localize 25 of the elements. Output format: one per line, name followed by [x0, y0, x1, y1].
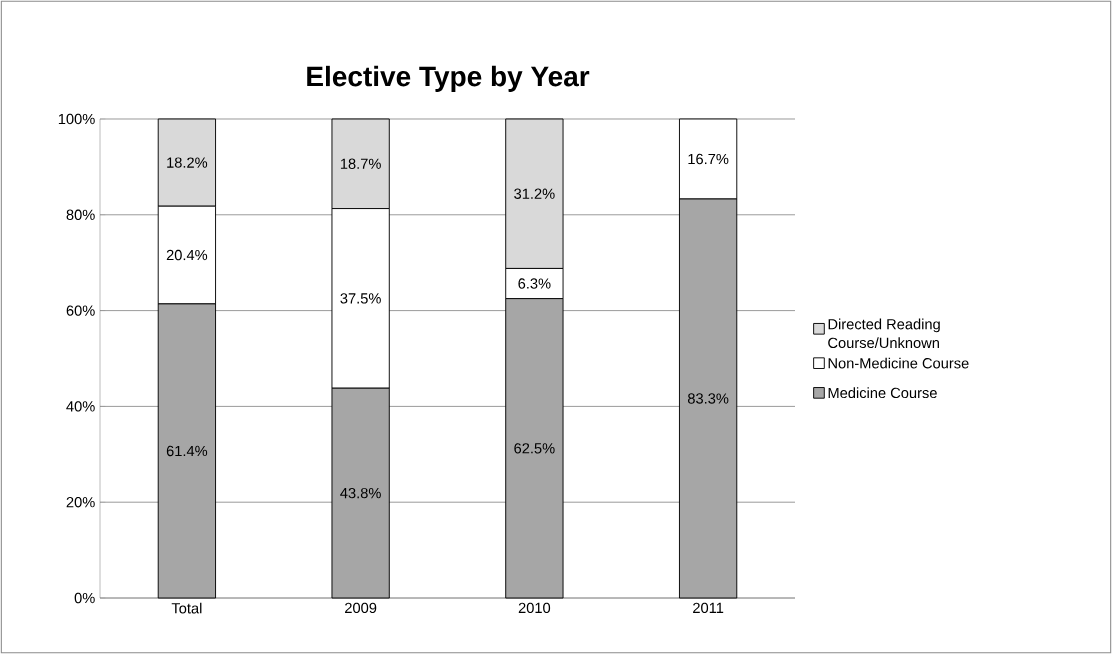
- legend-label: Non-Medicine Course: [828, 357, 969, 369]
- x-tick-label: 2009: [345, 602, 377, 614]
- data-label: 61.4%: [166, 445, 208, 457]
- x-tick-label: Total: [171, 602, 202, 614]
- y-tick-label: 20%: [66, 497, 95, 508]
- legend-label: Medicine Course: [828, 387, 937, 399]
- data-label: 20.4%: [166, 249, 208, 261]
- y-tick-label: 80%: [66, 209, 95, 220]
- data-label: 62.5%: [514, 443, 555, 454]
- data-label: 16.7%: [688, 153, 729, 165]
- x-tick-label: 2011: [693, 602, 724, 614]
- data-label: 18.2%: [167, 157, 208, 168]
- data-label: 37.5%: [340, 293, 381, 304]
- y-tick-label: 0%: [74, 592, 95, 604]
- legend-label: Directed Reading Course/Unknown: [828, 318, 940, 349]
- data-label: 6.3%: [518, 278, 551, 289]
- y-tick-label: 60%: [66, 305, 95, 316]
- y-tick-label: 40%: [66, 401, 95, 412]
- data-label: 18.7%: [340, 158, 381, 169]
- chart-title: Elective Type by Year: [307, 65, 590, 92]
- y-tick-label: 100%: [58, 113, 95, 125]
- x-tick-label: 2010: [518, 602, 551, 614]
- data-label: 83.3%: [687, 393, 729, 404]
- data-label: 43.8%: [340, 487, 381, 499]
- data-label: 31.2%: [514, 188, 555, 199]
